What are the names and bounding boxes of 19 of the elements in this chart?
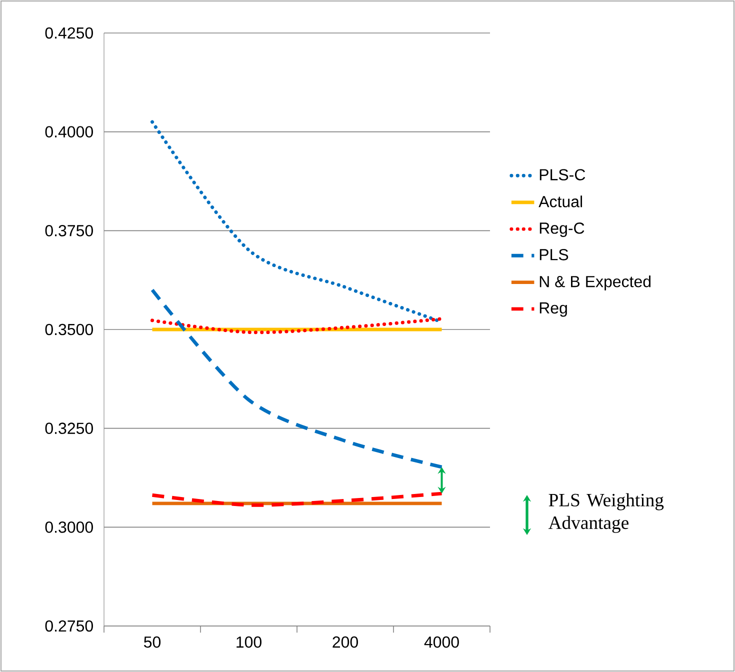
y-tick-label: 0.3250 — [45, 422, 93, 434]
legend-label: N & B Expected — [540, 276, 650, 290]
y-tick-label: 0.2750 — [45, 620, 93, 632]
line-series — [150, 317, 444, 334]
y-tick-label: 0.4000 — [45, 126, 93, 138]
legend-label: PLS-C — [540, 169, 586, 180]
legend-label: Reg — [540, 302, 567, 317]
y-tick-label: 0.3000 — [45, 522, 93, 533]
y-tick-label: 0.4250 — [45, 27, 93, 39]
y-tick-label: 0.3500 — [45, 324, 93, 336]
legend-label: Reg-C — [540, 222, 584, 237]
legend-label: Actual — [538, 196, 582, 208]
x-tick-label: 100 — [236, 636, 262, 648]
x-tick-label: 4000 — [424, 636, 459, 648]
legend-label: PLS — [540, 249, 568, 260]
text: PLS Weighting Advantage — [548, 493, 664, 533]
x-tick-label: 200 — [332, 636, 358, 648]
y-tick-label: 0.3750 — [45, 225, 93, 236]
x-tick-label: 50 — [144, 636, 161, 648]
